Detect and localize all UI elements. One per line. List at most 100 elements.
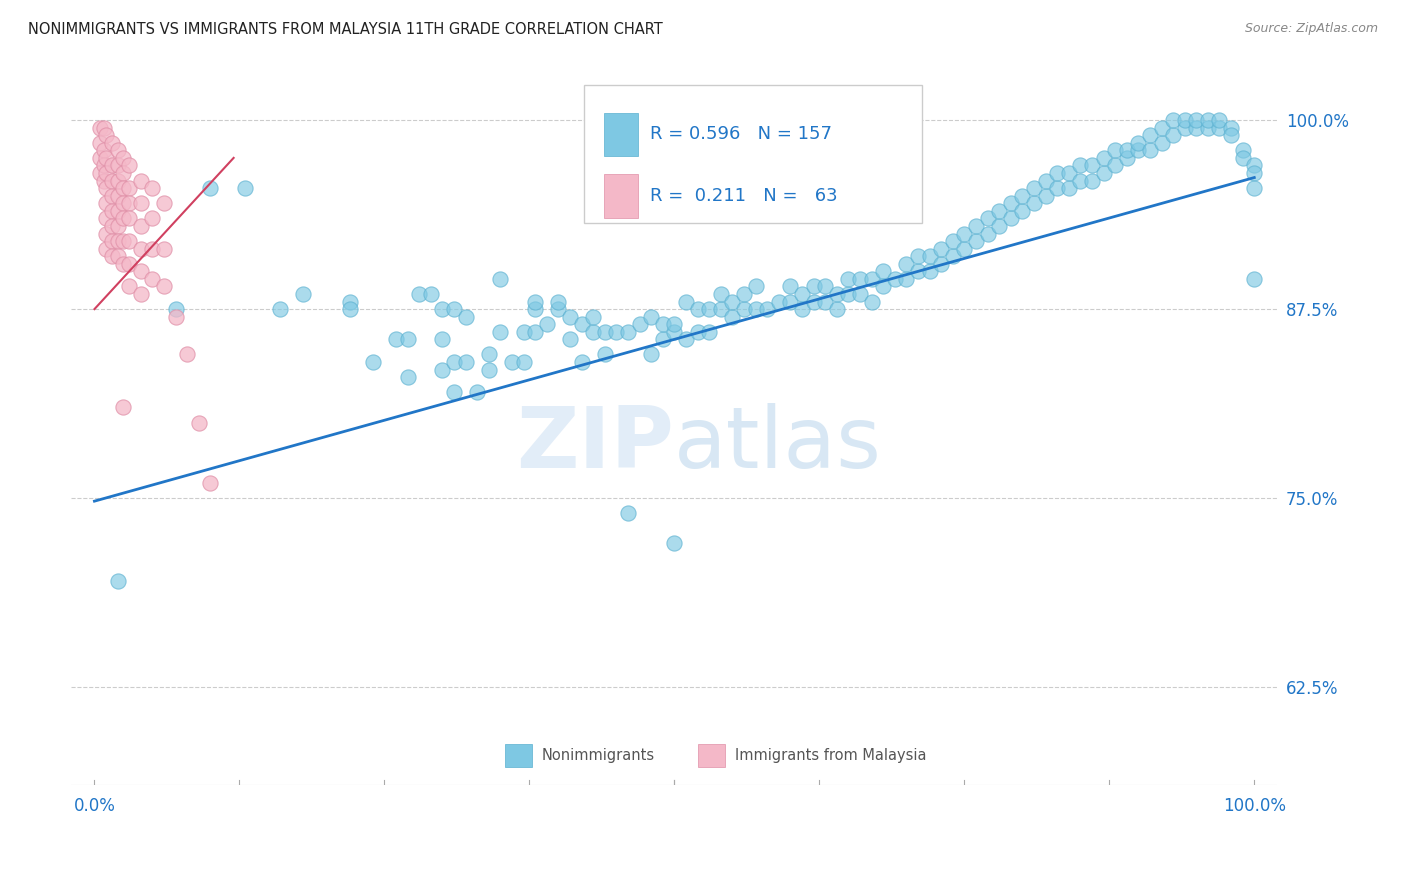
- Point: [710, 287, 733, 301]
- Point: [1057, 181, 1080, 195]
- Point: [1161, 113, 1184, 128]
- Point: [129, 287, 152, 301]
- Point: [129, 264, 152, 278]
- Point: [524, 294, 547, 309]
- Point: [1161, 128, 1184, 143]
- Point: [664, 317, 686, 331]
- Point: [651, 332, 673, 346]
- Point: [269, 302, 291, 317]
- Point: [1104, 158, 1126, 172]
- Point: [339, 294, 361, 309]
- Text: Source: ZipAtlas.com: Source: ZipAtlas.com: [1244, 22, 1378, 36]
- Point: [1092, 151, 1115, 165]
- Point: [1128, 136, 1150, 150]
- Point: [419, 287, 441, 301]
- Point: [93, 158, 115, 172]
- Point: [918, 249, 941, 263]
- Point: [814, 279, 837, 293]
- Point: [1046, 166, 1069, 180]
- Point: [101, 158, 124, 172]
- Point: [94, 166, 117, 180]
- Point: [617, 325, 640, 339]
- Point: [558, 332, 581, 346]
- Point: [1115, 151, 1137, 165]
- Text: Immigrants from Malaysia: Immigrants from Malaysia: [735, 748, 927, 764]
- Point: [396, 370, 419, 384]
- Point: [558, 310, 581, 324]
- Point: [756, 302, 779, 317]
- Point: [292, 287, 315, 301]
- Point: [536, 317, 558, 331]
- Point: [593, 347, 616, 361]
- Point: [89, 136, 111, 150]
- Point: [396, 332, 419, 346]
- Point: [512, 325, 534, 339]
- Point: [112, 166, 135, 180]
- FancyBboxPatch shape: [699, 744, 725, 767]
- Point: [697, 302, 720, 317]
- Point: [571, 317, 593, 331]
- Point: [1081, 173, 1104, 187]
- Point: [582, 325, 605, 339]
- Point: [101, 203, 124, 218]
- Point: [118, 196, 141, 211]
- Point: [872, 279, 894, 293]
- Point: [1232, 151, 1254, 165]
- Point: [112, 257, 135, 271]
- Point: [101, 249, 124, 263]
- Point: [1139, 144, 1161, 158]
- Point: [675, 294, 697, 309]
- Point: [112, 151, 135, 165]
- Point: [107, 574, 129, 589]
- Point: [640, 310, 662, 324]
- Point: [118, 234, 141, 248]
- Point: [883, 272, 905, 286]
- Point: [1185, 113, 1208, 128]
- Point: [107, 249, 129, 263]
- Point: [1035, 173, 1057, 187]
- Point: [1150, 136, 1173, 150]
- Point: [101, 219, 124, 233]
- Point: [339, 302, 361, 317]
- Point: [779, 294, 801, 309]
- Point: [1243, 272, 1265, 286]
- Point: [432, 332, 454, 346]
- Point: [118, 211, 141, 226]
- Point: [953, 227, 976, 241]
- Point: [686, 302, 709, 317]
- Point: [94, 211, 117, 226]
- Point: [1150, 120, 1173, 135]
- Point: [988, 203, 1011, 218]
- Text: atlas: atlas: [675, 403, 883, 486]
- Point: [118, 181, 141, 195]
- FancyBboxPatch shape: [583, 85, 922, 223]
- Point: [1185, 120, 1208, 135]
- Point: [1069, 173, 1091, 187]
- Point: [524, 325, 547, 339]
- Point: [141, 181, 163, 195]
- Point: [94, 227, 117, 241]
- Point: [953, 242, 976, 256]
- Point: [107, 173, 129, 187]
- Point: [101, 188, 124, 202]
- Point: [790, 302, 813, 317]
- Point: [465, 385, 488, 400]
- Point: [1092, 166, 1115, 180]
- Point: [837, 287, 859, 301]
- Point: [571, 355, 593, 369]
- Point: [664, 325, 686, 339]
- Point: [89, 151, 111, 165]
- Point: [1174, 120, 1197, 135]
- Point: [165, 310, 187, 324]
- Point: [1232, 144, 1254, 158]
- Point: [129, 173, 152, 187]
- Point: [432, 302, 454, 317]
- Point: [929, 242, 952, 256]
- Text: NONIMMIGRANTS VS IMMIGRANTS FROM MALAYSIA 11TH GRADE CORRELATION CHART: NONIMMIGRANTS VS IMMIGRANTS FROM MALAYSI…: [28, 22, 662, 37]
- Text: R =  0.211   N =   63: R = 0.211 N = 63: [650, 186, 838, 205]
- Point: [965, 234, 987, 248]
- Point: [733, 302, 755, 317]
- Point: [94, 196, 117, 211]
- Point: [454, 355, 477, 369]
- Point: [1046, 181, 1069, 195]
